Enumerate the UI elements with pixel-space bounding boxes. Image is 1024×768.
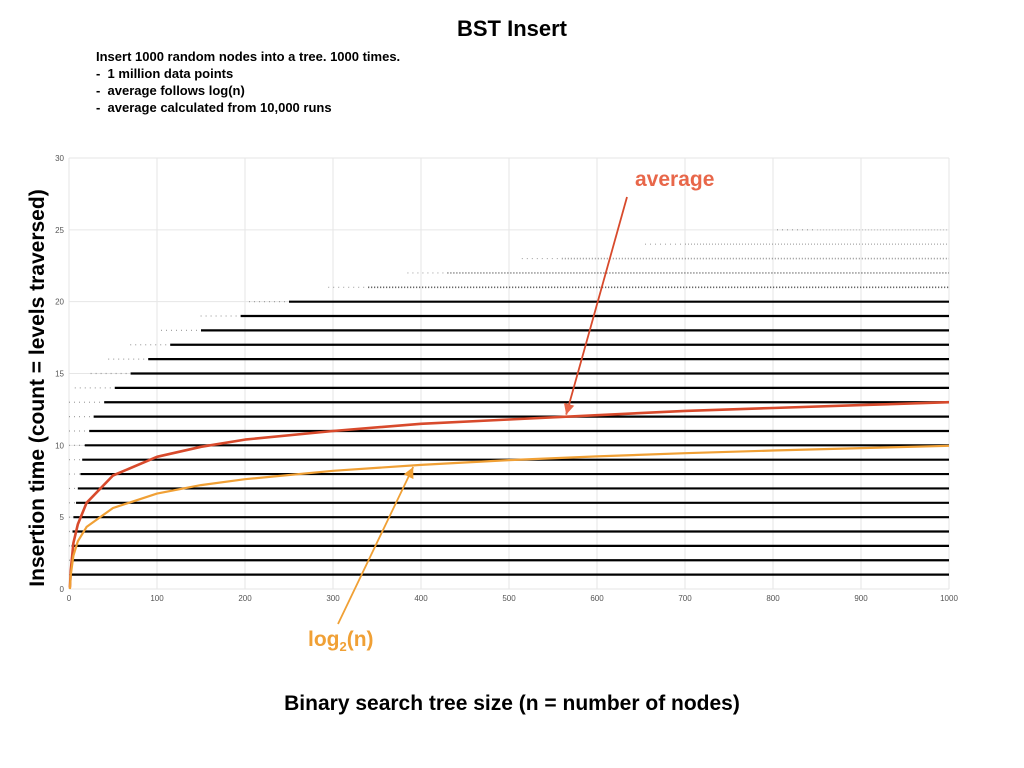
- chart-notes: Insert 1000 random nodes into a tree. 10…: [96, 48, 400, 116]
- x-tick-label: 700: [678, 594, 692, 603]
- y-tick-label: 25: [55, 226, 64, 235]
- x-tick-label: 500: [502, 594, 516, 603]
- x-tick-label: 600: [590, 594, 604, 603]
- x-tick-label: 1000: [940, 594, 958, 603]
- y-tick-label: 15: [55, 370, 64, 379]
- log2-annotation-suffix: (n): [346, 628, 374, 651]
- chart-title: BST Insert: [456, 16, 568, 41]
- y-tick-label: 0: [60, 585, 65, 594]
- x-tick-label: 900: [854, 594, 868, 603]
- log2-arrow: [337, 466, 415, 625]
- note-line: - average follows log(n): [96, 83, 245, 98]
- average-line: [68, 400, 950, 588]
- log2-annotation: log2(n): [308, 628, 374, 654]
- average-annotation-text: average: [635, 168, 715, 191]
- note-line: Insert 1000 random nodes into a tree. 10…: [96, 49, 401, 64]
- y-tick-label: 10: [55, 441, 64, 450]
- note-line: - average calculated from 10,000 runs: [96, 100, 332, 115]
- log2-annotation-subscript: 2: [339, 639, 347, 655]
- y-tick-label: 30: [55, 154, 64, 163]
- x-tick-label: 400: [414, 594, 428, 603]
- y-tick-label: 20: [55, 298, 64, 307]
- note-line: - 1 million data points: [96, 66, 234, 81]
- log2-line: [68, 444, 950, 590]
- average-annotation: average: [635, 168, 714, 192]
- x-tick-label: 100: [150, 594, 164, 603]
- x-axis-label: Binary search tree size (n = number of n…: [284, 692, 740, 715]
- log2-annotation-text: log: [308, 628, 340, 651]
- y-axis-label: Insertion time (count = levels traversed…: [26, 189, 49, 587]
- y-tick-label: 5: [60, 513, 65, 522]
- x-tick-label: 0: [67, 594, 72, 603]
- x-tick-label: 800: [766, 594, 780, 603]
- x-tick-label: 200: [238, 594, 252, 603]
- average-arrow: [563, 196, 628, 415]
- x-tick-label: 300: [326, 594, 340, 603]
